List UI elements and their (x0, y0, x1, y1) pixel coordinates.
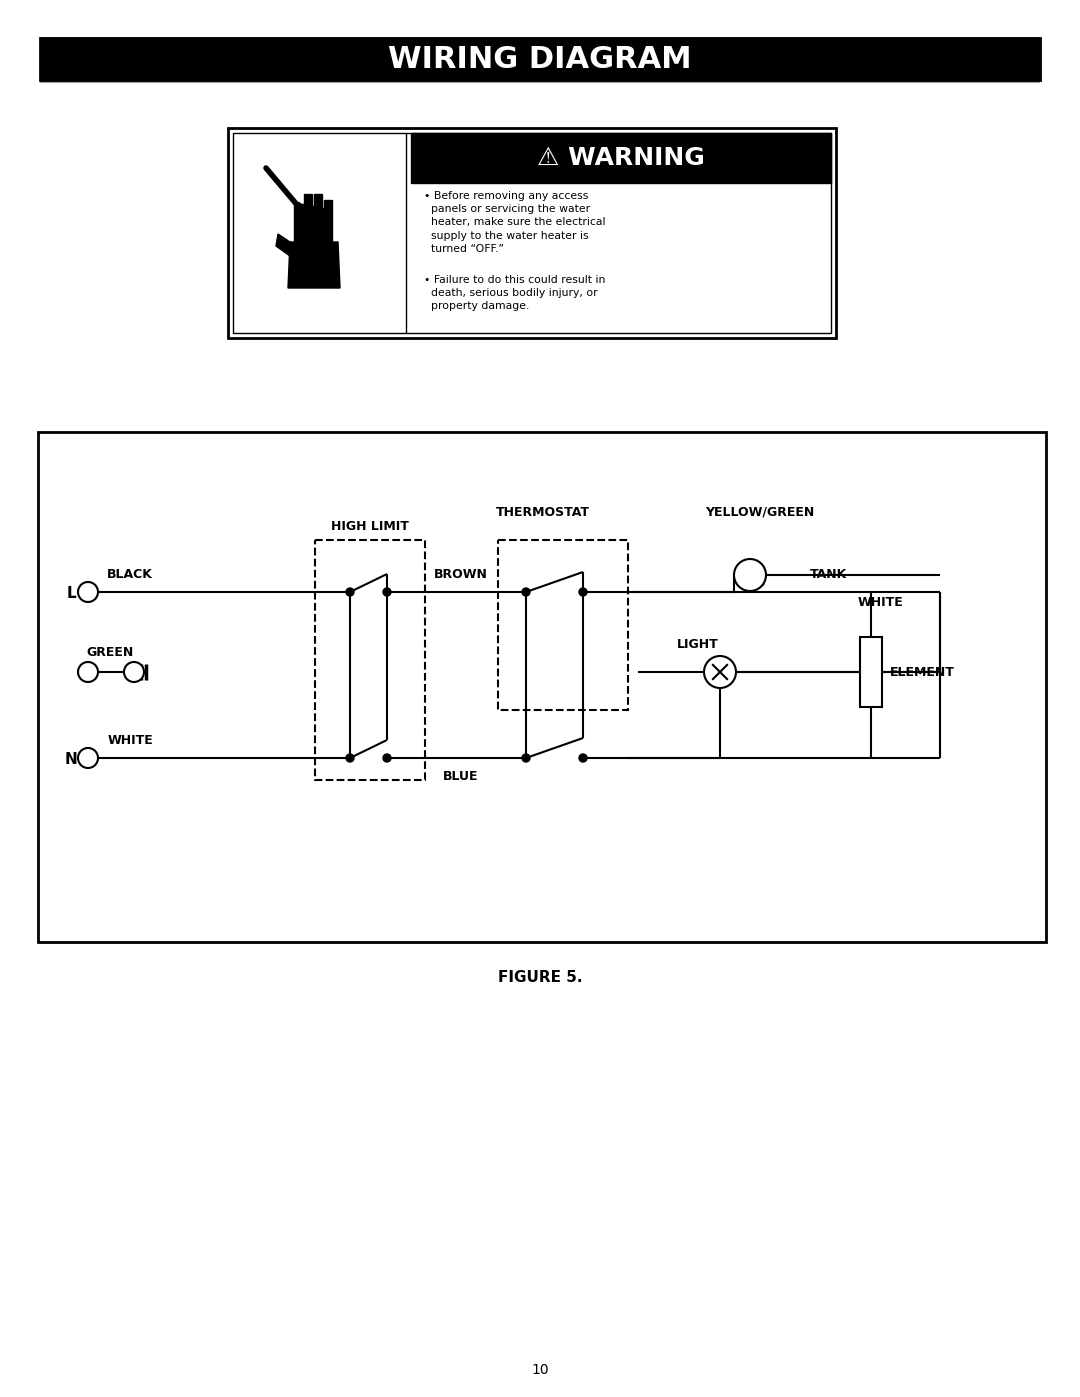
Text: ⚠ WARNING: ⚠ WARNING (537, 147, 705, 170)
Polygon shape (302, 204, 303, 242)
Polygon shape (324, 200, 332, 242)
Circle shape (346, 588, 354, 597)
Polygon shape (312, 205, 314, 242)
Circle shape (704, 657, 735, 687)
Circle shape (383, 754, 391, 761)
Text: GREEN: GREEN (86, 645, 134, 658)
Polygon shape (314, 194, 322, 242)
Bar (498, 541, 627, 710)
Bar (228, 129, 836, 338)
Text: ELEMENT: ELEMENT (890, 665, 955, 679)
Circle shape (522, 588, 530, 597)
Polygon shape (322, 208, 324, 242)
Text: LIGHT: LIGHT (677, 637, 719, 651)
Text: L: L (66, 585, 76, 601)
Text: FIGURE 5.: FIGURE 5. (498, 971, 582, 985)
Bar (38, 432, 1047, 942)
Circle shape (346, 754, 354, 761)
Text: • Failure to do this could result in
    death, serious bodily injury, or
    pr: • Failure to do this could result in dea… (417, 275, 606, 312)
Text: BLACK: BLACK (107, 567, 153, 581)
Circle shape (78, 747, 98, 768)
Bar (233, 133, 831, 332)
Bar (411, 133, 831, 183)
Circle shape (383, 588, 391, 597)
Circle shape (579, 588, 588, 597)
Text: BROWN: BROWN (434, 567, 488, 581)
Bar (40, 38, 1040, 80)
Polygon shape (294, 204, 302, 242)
Polygon shape (288, 242, 340, 288)
Circle shape (78, 662, 98, 682)
Text: WHITE: WHITE (858, 597, 903, 609)
Text: YELLOW/GREEN: YELLOW/GREEN (705, 506, 814, 518)
Text: N: N (65, 752, 78, 767)
Circle shape (78, 583, 98, 602)
Text: WHITE: WHITE (107, 733, 153, 746)
Circle shape (522, 754, 530, 761)
Text: BLUE: BLUE (443, 770, 478, 782)
Circle shape (734, 559, 766, 591)
Text: WIRING DIAGRAM: WIRING DIAGRAM (388, 46, 692, 74)
Circle shape (124, 662, 144, 682)
Text: TANK: TANK (810, 569, 847, 581)
Polygon shape (276, 235, 291, 256)
Text: 10: 10 (531, 1363, 549, 1377)
Polygon shape (303, 194, 312, 242)
Bar (315, 541, 426, 780)
Text: THERMOSTAT: THERMOSTAT (496, 506, 590, 518)
Text: • Before removing any access
    panels or servicing the water
    heater, make : • Before removing any access panels or s… (417, 191, 606, 254)
Circle shape (579, 754, 588, 761)
Text: HIGH LIMIT: HIGH LIMIT (332, 520, 409, 532)
Bar (860, 637, 882, 707)
